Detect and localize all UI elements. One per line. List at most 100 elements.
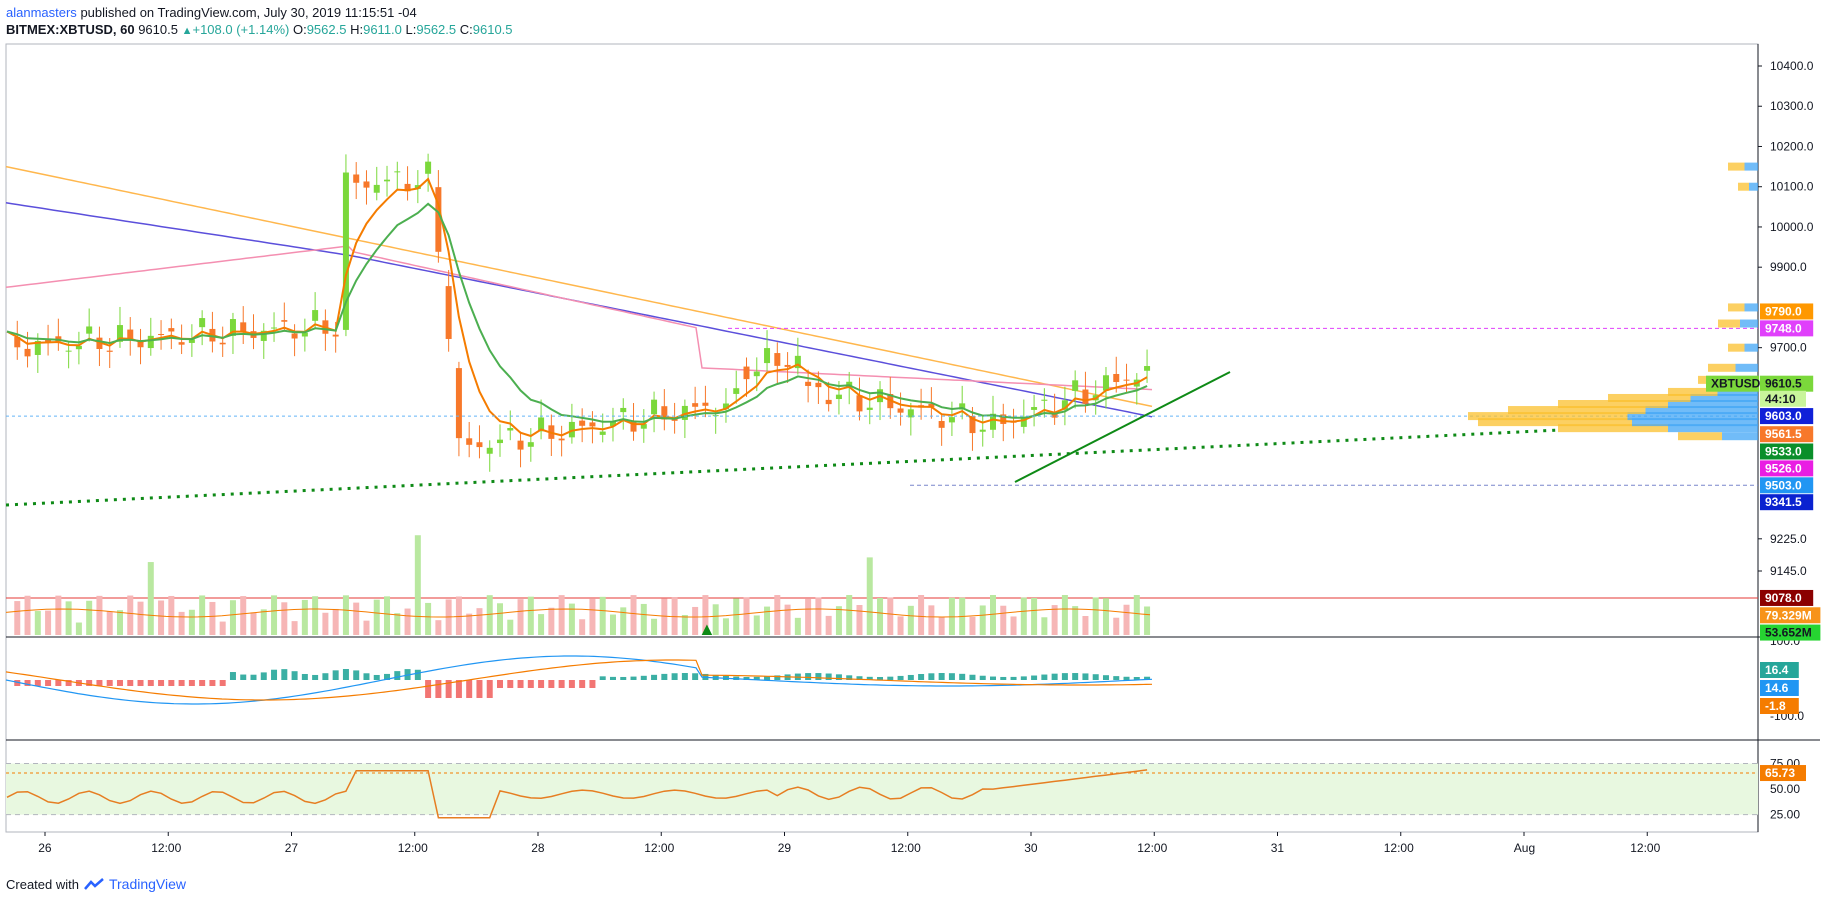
ma-50-line — [5, 245, 1153, 391]
price-tick-label: 10200.0 — [1770, 139, 1814, 153]
candle — [394, 161, 401, 190]
macd-histogram-bar — [1010, 676, 1017, 680]
candle — [384, 165, 391, 197]
candle-body — [835, 394, 842, 400]
symbol-label[interactable]: BITMEX:XBTUSD, 60 — [6, 22, 135, 37]
candle-body — [497, 439, 503, 444]
published-text: published on TradingView.com, July 30, 2… — [80, 5, 417, 20]
macd-histogram-bar — [887, 676, 894, 680]
macd-histogram-bar — [86, 680, 93, 686]
candle-body — [1041, 399, 1048, 401]
high-value: 9611.0 — [363, 22, 402, 37]
volume-bar — [1113, 617, 1120, 635]
volume-bar — [835, 606, 842, 635]
macd-histogram-bar — [856, 676, 863, 680]
volume-bar — [199, 595, 206, 635]
badge-bg — [1760, 680, 1799, 696]
candle — [96, 326, 103, 367]
candle — [784, 352, 791, 383]
candle — [291, 324, 298, 357]
volume-bar — [301, 599, 308, 635]
volume-bar — [34, 611, 41, 635]
candle-body — [65, 350, 72, 352]
volume-profile-bar — [1668, 424, 1758, 433]
candle-body — [681, 405, 688, 420]
candle — [168, 318, 175, 350]
candle — [188, 324, 195, 357]
author-link[interactable]: alanmasters — [6, 5, 77, 20]
tradingview-logo-icon — [84, 878, 104, 890]
candle-body — [394, 171, 401, 173]
volume-profile-bar — [1690, 393, 1758, 402]
candle — [979, 415, 986, 447]
candle-body — [630, 420, 637, 432]
candle — [425, 153, 432, 192]
volume-bar — [558, 595, 565, 635]
volume-bar — [671, 597, 678, 635]
volume-bar — [291, 621, 298, 635]
candle-body — [45, 340, 52, 342]
ohlc-line: BITMEX:XBTUSD, 60 9610.5 ▲+108.0 (+1.14%… — [6, 21, 513, 40]
macd-histogram-bar — [250, 674, 257, 680]
price-tick-label: 9145.0 — [1770, 564, 1807, 578]
macd-histogram-bar — [969, 674, 976, 680]
volume-bar — [856, 605, 863, 635]
candle — [455, 361, 462, 457]
candle — [55, 318, 62, 351]
volume-bar — [486, 595, 493, 635]
candle — [260, 323, 267, 359]
volume-bar — [414, 535, 421, 635]
badge-text: 9078.0 — [1765, 591, 1802, 605]
volume-bar — [466, 613, 473, 635]
volume-bar — [507, 619, 514, 635]
volume-bar — [497, 603, 503, 635]
volume-bar — [651, 618, 658, 635]
candle-body — [599, 431, 606, 435]
candle-body — [969, 415, 976, 434]
volume-bar — [312, 596, 319, 635]
candle — [866, 392, 873, 425]
tradingview-brand[interactable]: TradingView — [108, 876, 187, 892]
volume-bar — [86, 600, 93, 635]
candle — [517, 431, 524, 468]
macd-histogram-bar — [938, 673, 945, 680]
macd-histogram-bar — [1020, 676, 1027, 680]
volume-bar — [65, 601, 72, 635]
candle — [877, 381, 884, 421]
macd-histogram-bar — [1061, 673, 1068, 680]
candle-body — [990, 413, 996, 430]
candle-body — [579, 420, 586, 426]
candle-body — [466, 438, 473, 445]
macd-histogram-bar — [568, 680, 575, 688]
macd-badge: 14.6 — [1760, 680, 1799, 696]
candle — [147, 317, 154, 356]
candle-body — [168, 328, 175, 332]
candle — [579, 408, 586, 443]
volume-bar — [620, 607, 627, 635]
volume-bar — [805, 598, 812, 635]
price-badge: 44:10 — [1760, 390, 1806, 407]
macd-histogram-bar — [332, 670, 339, 680]
volume-bar — [887, 597, 894, 635]
candle — [764, 330, 771, 372]
macd-histogram-bar — [168, 680, 175, 686]
candle — [1061, 386, 1068, 426]
time-tick-label: 12:00 — [1384, 841, 1414, 855]
macd-histogram-bar — [1102, 675, 1109, 680]
candle — [445, 270, 452, 352]
candle — [743, 357, 750, 397]
candle-body — [106, 350, 113, 352]
volume-profile-bar — [1478, 418, 1632, 427]
time-tick-label: 12:00 — [1630, 841, 1660, 855]
price-badge: 9790.0 — [1760, 303, 1814, 320]
low-label: L: — [405, 22, 417, 37]
time-tick-label: 12:00 — [398, 841, 428, 855]
macd-histogram-bar — [65, 680, 72, 686]
candle — [918, 388, 925, 420]
volume-ma-line — [5, 608, 1151, 618]
volume-bar — [158, 600, 165, 635]
volume-bar — [907, 605, 914, 635]
macd-histogram-bar — [918, 674, 925, 680]
macd-histogram-bar — [661, 673, 668, 680]
